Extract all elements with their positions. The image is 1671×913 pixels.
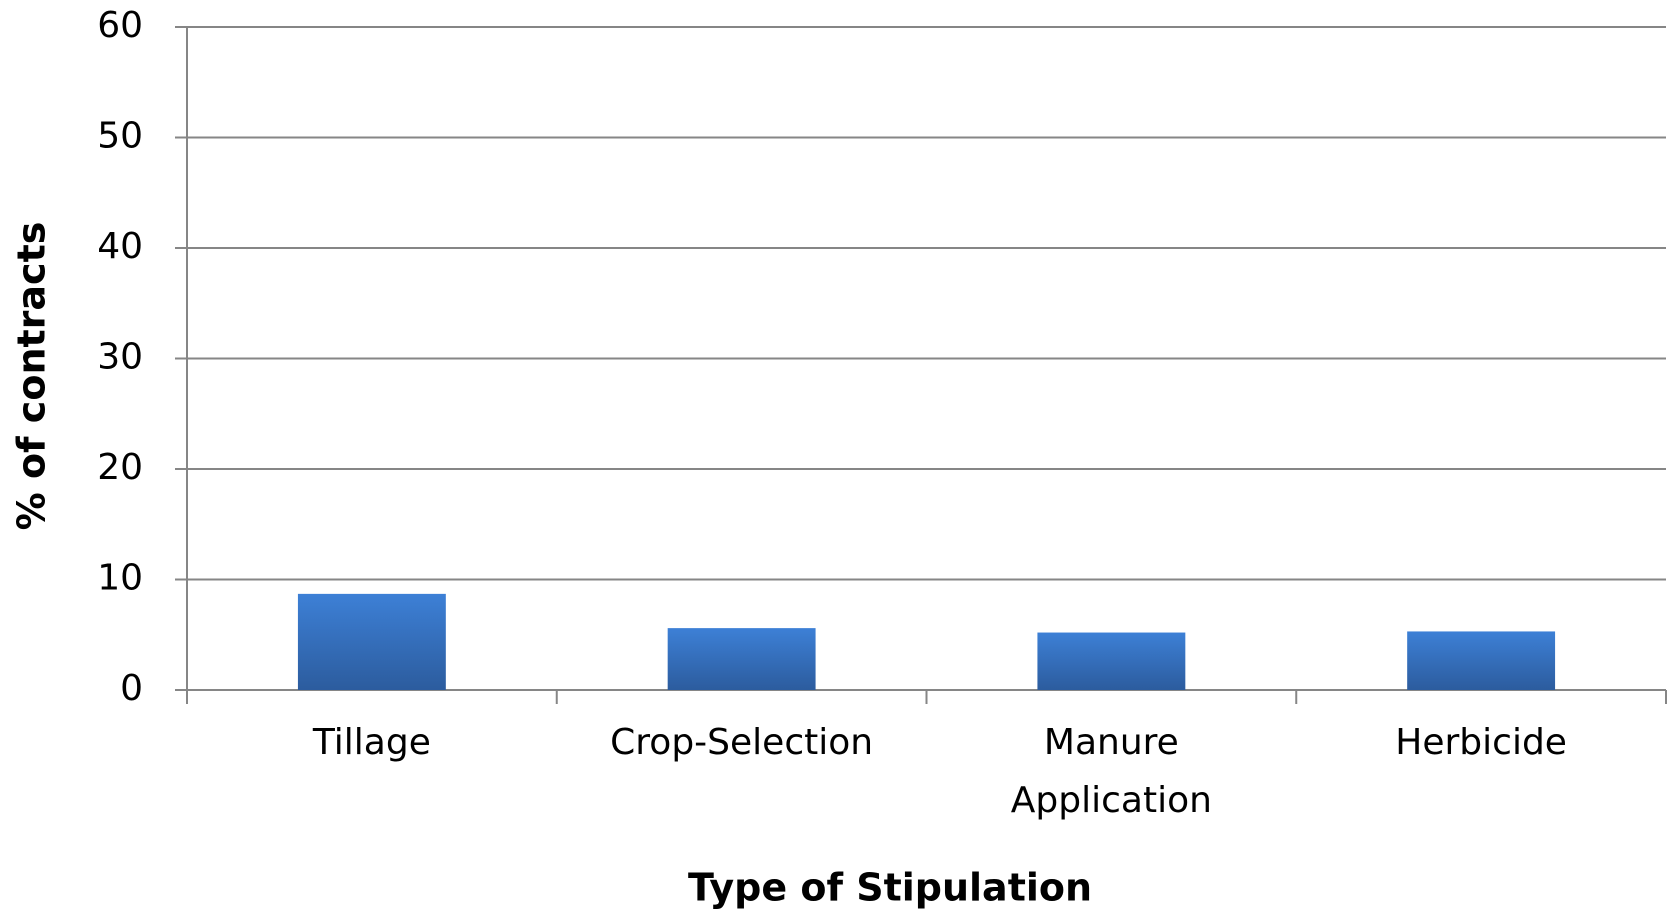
- y-tick-label: 10: [97, 558, 143, 599]
- x-axis-title: Type of Stipulation: [688, 866, 1092, 910]
- x-tick-label: Crop-Selection: [610, 722, 874, 763]
- y-tick-label: 40: [97, 226, 143, 267]
- x-tick-label: Herbicide: [1395, 722, 1567, 763]
- x-tick-label: Manure Application: [1010, 722, 1212, 821]
- bar: [1037, 632, 1186, 690]
- y-tick-label: 60: [97, 5, 143, 46]
- y-axis-title: % of contracts: [10, 222, 54, 531]
- bar: [667, 628, 816, 690]
- x-tick-label: Tillage: [312, 722, 431, 763]
- y-tick-label: 0: [120, 668, 143, 709]
- bar: [1407, 631, 1556, 690]
- y-tick-label: 50: [97, 116, 143, 157]
- y-tick-label: 20: [97, 447, 143, 488]
- y-tick-label: 30: [97, 337, 143, 378]
- bar: [297, 593, 446, 690]
